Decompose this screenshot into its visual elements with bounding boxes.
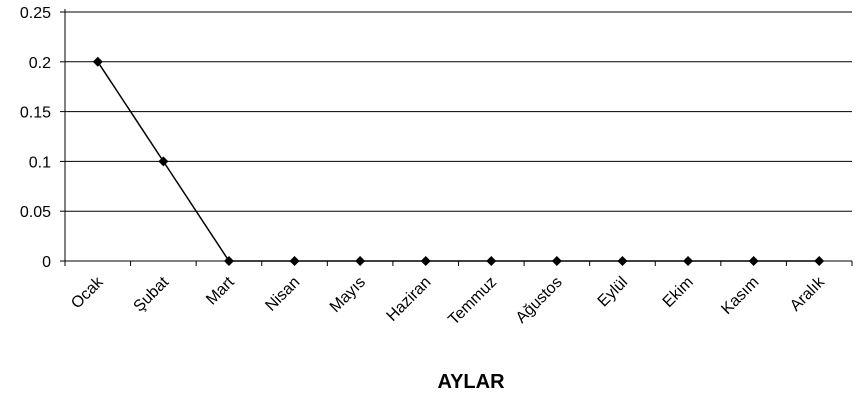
y-tick-labels: 0 0.05 0.1 0.15 0.2 0.25 bbox=[20, 5, 51, 271]
x-tick-label: Mart bbox=[203, 273, 238, 308]
x-tick-label: Şubat bbox=[131, 273, 173, 315]
x-tick-labels: Ocak Şubat Mart Nisan Mayıs Haziran Temmuz Ağus… bbox=[68, 273, 829, 328]
x-tick-label: Haziran bbox=[384, 274, 435, 325]
data-point-marker bbox=[683, 256, 694, 266]
series-markers bbox=[92, 56, 825, 266]
data-point-marker bbox=[355, 256, 366, 266]
axes bbox=[60, 9, 853, 266]
gridlines bbox=[65, 11, 852, 212]
x-tick-label: Kasım bbox=[718, 274, 762, 318]
y-tick-label: 0.1 bbox=[29, 154, 51, 171]
x-tick-label: Aralık bbox=[787, 273, 829, 315]
y-tick-label: 0.2 bbox=[29, 55, 51, 72]
x-tick-label: Nisan bbox=[262, 274, 303, 315]
data-point-marker bbox=[551, 256, 562, 266]
y-tick-label: 0.25 bbox=[20, 5, 51, 22]
x-tick-label: Ekim bbox=[660, 274, 697, 311]
data-point-marker bbox=[92, 56, 103, 67]
data-point-marker bbox=[420, 256, 431, 266]
x-tick-label: Ocak bbox=[68, 273, 107, 312]
y-tick-label: 0.15 bbox=[20, 105, 51, 122]
data-point-marker bbox=[748, 256, 759, 266]
data-point-marker bbox=[617, 256, 628, 266]
x-tick-label: Temmuz bbox=[445, 274, 500, 329]
series-line bbox=[97, 61, 820, 262]
series-polyline bbox=[97, 61, 820, 262]
y-tick-label: 0.05 bbox=[20, 204, 51, 221]
x-axis-title: AYLAR bbox=[437, 371, 505, 393]
data-point-marker bbox=[223, 256, 234, 266]
x-tick-label: Ağustos bbox=[513, 274, 566, 327]
data-point-marker bbox=[486, 256, 497, 266]
y-tick-label: 0 bbox=[42, 254, 51, 271]
x-tick-label: Mayıs bbox=[327, 274, 369, 316]
x-tick-label: Eylül bbox=[595, 274, 632, 311]
data-point-marker bbox=[158, 156, 169, 167]
data-point-marker bbox=[289, 256, 300, 266]
data-point-marker bbox=[814, 256, 825, 266]
